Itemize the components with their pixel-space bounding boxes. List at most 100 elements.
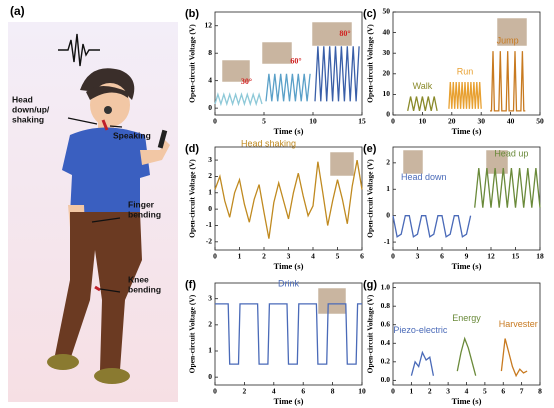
y-tick-label: 0: [386, 110, 390, 119]
x-tick-label: 8: [538, 387, 542, 396]
y-tick-label: 1: [386, 184, 390, 193]
x-tick-label: 0: [213, 252, 217, 261]
x-tick-label: 30: [477, 117, 485, 126]
x-tick-label: 10: [419, 117, 427, 126]
y-tick-label: -1: [206, 220, 212, 229]
x-tick-label: 2: [243, 387, 247, 396]
y-tick-label: 0.6: [381, 319, 391, 328]
panel-label: (f): [185, 279, 196, 291]
signal-line: [215, 303, 362, 365]
y-tick-label: 40: [383, 27, 391, 36]
inset-photo: [261, 41, 293, 65]
angle-annotation: 60°: [290, 57, 301, 66]
body-label: Speaking: [113, 130, 151, 140]
x-tick-label: 5: [483, 387, 487, 396]
y-tick-label: 2: [208, 171, 212, 180]
angle-annotation: 80°: [339, 29, 350, 38]
y-tick-label: 3: [208, 155, 212, 164]
inset-photo: [317, 287, 347, 315]
y-axis-label: Open-circuit Voltage (V): [366, 24, 375, 103]
x-tick-label: 9: [465, 252, 469, 261]
panel-a: (a): [8, 4, 178, 402]
signal-line: [448, 81, 482, 109]
x-tick-label: 5: [262, 117, 266, 126]
wave-icon: [58, 33, 100, 67]
chart: 0 1 2 3 4 5 6 7 8 0.0 0.2 0.4 0.6 0.8 1.0 Time (s) Open-…: [363, 279, 542, 406]
inset-photo: [485, 149, 509, 175]
y-tick-label: -1: [384, 237, 390, 246]
y-tick-label: 12: [205, 20, 213, 29]
signal-line: [456, 336, 477, 376]
x-tick-label: 6: [501, 387, 505, 396]
y-axis-label: Open-circuit Voltage (V): [366, 159, 375, 238]
series-label: Jump: [497, 36, 519, 46]
panel-label: (d): [185, 143, 199, 155]
y-tick-label: 0.2: [381, 357, 391, 366]
x-tick-label: 1: [238, 252, 242, 261]
person: [47, 68, 170, 384]
x-tick-label: 40: [507, 117, 515, 126]
x-tick-label: 7: [520, 387, 524, 396]
x-tick-label: 0: [213, 387, 217, 396]
series-label: Drink: [278, 278, 300, 288]
body-label: Finger: [128, 199, 155, 209]
y-axis-label: Open-circuit Voltage (V): [188, 159, 197, 238]
y-tick-label: 0: [208, 372, 212, 381]
signal-line: [474, 168, 541, 208]
x-tick-label: 4: [465, 387, 469, 396]
x-tick-label: 4: [272, 387, 276, 396]
signal-line: [265, 73, 311, 102]
y-tick-label: 1.0: [381, 282, 391, 291]
signal-line: [500, 338, 528, 378]
x-tick-label: 6: [301, 387, 305, 396]
series-label: Head up: [494, 149, 528, 159]
y-axis-label: Open-circuit Voltage (V): [188, 24, 197, 103]
x-tick-label: 1: [410, 387, 414, 396]
y-tick-label: 1: [208, 187, 212, 196]
plot-frame: [392, 282, 541, 386]
y-tick-label: -2: [206, 237, 212, 246]
y-tick-label: 4: [208, 75, 212, 84]
inset-photo: [221, 59, 251, 83]
panel-label: (g): [363, 279, 377, 291]
x-axis-label: Time (s): [452, 261, 482, 271]
signal-line: [490, 51, 526, 112]
y-tick-label: 30: [383, 48, 391, 57]
x-tick-label: 0: [391, 387, 395, 396]
x-tick-label: 10: [358, 387, 366, 396]
y-axis-label: Open-circuit Voltage (V): [188, 294, 197, 373]
signal-line: [407, 96, 438, 112]
x-tick-label: 4: [311, 252, 315, 261]
series-label: Run: [457, 66, 474, 76]
series-label: Walk: [413, 81, 433, 91]
x-tick-label: 10: [309, 117, 317, 126]
x-tick-label: 6: [360, 252, 364, 261]
y-tick-label: 0.4: [381, 338, 391, 347]
signal-line: [314, 46, 360, 102]
x-axis-label: Time (s): [452, 396, 482, 406]
x-axis-label: Time (s): [274, 126, 304, 136]
y-tick-label: 0: [386, 210, 390, 219]
inset-photo: [496, 17, 528, 47]
panel-label: (e): [363, 143, 377, 155]
panel-label: (b): [185, 8, 199, 20]
x-axis-label: Time (s): [274, 261, 304, 271]
series-label: Head shaking: [241, 138, 296, 148]
body-label: bending: [128, 284, 161, 294]
x-tick-label: 18: [536, 252, 544, 261]
panel-label: (c): [363, 8, 377, 20]
x-tick-label: 6: [440, 252, 444, 261]
y-tick-label: 2: [208, 320, 212, 329]
x-tick-label: 12: [487, 252, 495, 261]
x-tick-label: 2: [428, 387, 432, 396]
arrows: [67, 117, 123, 293]
y-tick-label: 50: [383, 7, 391, 16]
x-tick-label: 0: [391, 117, 395, 126]
x-tick-label: 3: [416, 252, 420, 261]
y-axis-label: Open-circuit Voltage (V): [366, 294, 375, 373]
angle-annotation: 30°: [241, 77, 252, 86]
x-tick-label: 20: [448, 117, 456, 126]
x-tick-label: 2: [262, 252, 266, 261]
